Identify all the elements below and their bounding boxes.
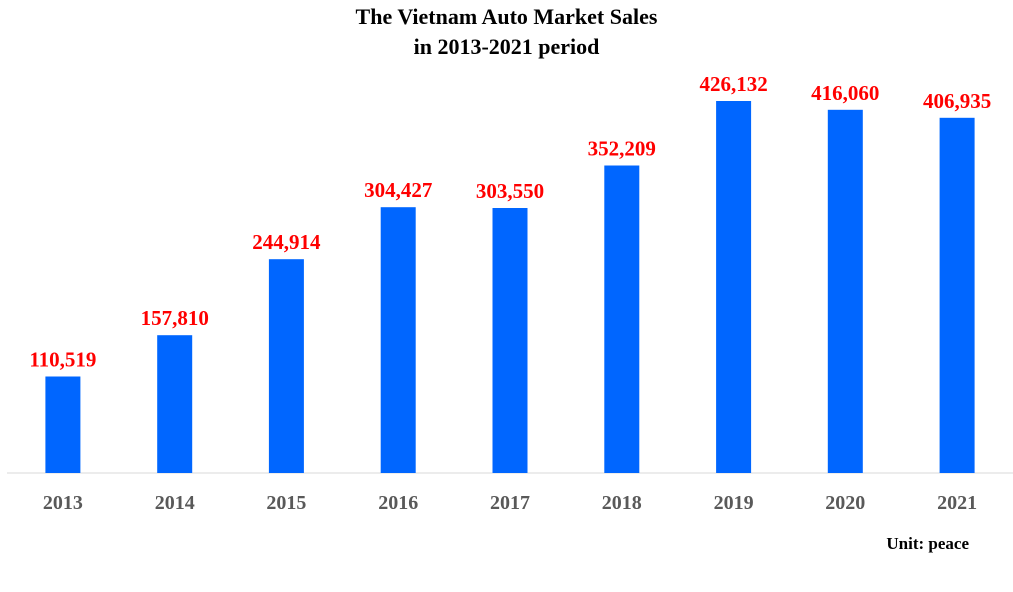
- x-tick-label-2018: 2018: [602, 492, 642, 514]
- value-label-2021: 406,935: [923, 89, 991, 113]
- bar-2018: [604, 165, 640, 473]
- bar-2016: [380, 207, 416, 473]
- bar-2013: [45, 376, 81, 473]
- bar-2021: [939, 117, 975, 474]
- bar-2015: [268, 259, 304, 473]
- unit-label: Unit: peace: [886, 534, 969, 553]
- x-tick-label-2020: 2020: [825, 492, 865, 514]
- value-label-2015: 244,914: [252, 230, 321, 254]
- value-label-2018: 352,209: [588, 137, 656, 161]
- x-tick-label-2019: 2019: [714, 492, 754, 514]
- bar-2019: [716, 101, 752, 473]
- bar-2014: [157, 335, 193, 473]
- x-tick-label-2015: 2015: [266, 492, 306, 514]
- x-tick-label-2016: 2016: [378, 492, 418, 514]
- x-tick-label-2013: 2013: [43, 492, 83, 514]
- value-label-2017: 303,550: [476, 179, 544, 203]
- x-tick-label-2014: 2014: [155, 492, 195, 514]
- value-label-2016: 304,427: [364, 178, 432, 202]
- value-label-2019: 426,132: [699, 72, 767, 96]
- x-tick-label-2021: 2021: [937, 492, 977, 514]
- value-label-2020: 416,060: [811, 81, 879, 105]
- chart-title-line-2: in 2013-2021 period: [413, 34, 600, 59]
- bar-2020: [827, 109, 863, 474]
- value-label-2014: 157,810: [141, 306, 209, 330]
- value-label-2013: 110,519: [29, 348, 96, 372]
- bar-2017: [492, 208, 528, 473]
- x-tick-label-2017: 2017: [490, 492, 530, 514]
- chart-title-line-1: The Vietnam Auto Market Sales: [355, 4, 658, 29]
